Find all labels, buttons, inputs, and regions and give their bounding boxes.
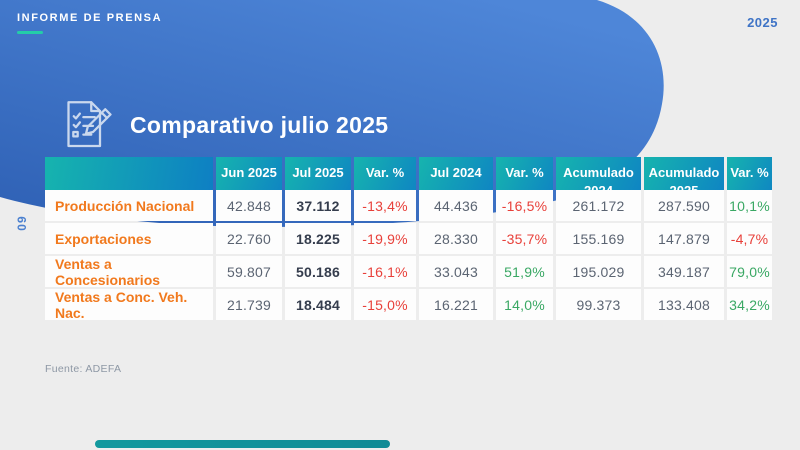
table-cell: 79,0%	[727, 256, 772, 287]
table-cell: -19,9%	[354, 223, 416, 254]
row-label: Producción Nacional	[45, 190, 213, 221]
table-cell: 59.807	[216, 256, 282, 287]
table-cell: 37.112	[285, 190, 351, 221]
row-label: Ventas a Conc. Veh. Nac.	[45, 289, 213, 321]
page-title: Comparativo julio 2025	[130, 111, 389, 138]
table-cell: 44.436	[419, 190, 493, 221]
bottom-accent-bar	[95, 440, 390, 448]
kicker-underline	[17, 31, 43, 34]
table-cell: 18.225	[285, 223, 351, 254]
table-cell: 50.186	[285, 256, 351, 287]
report-kicker: INFORME DE PRENSA	[17, 12, 163, 24]
table-cell: 18.484	[285, 289, 351, 320]
row-label: Ventas a Concesionarios	[45, 256, 213, 288]
row-label: Exportaciones	[45, 223, 213, 254]
table-cell: 28.330	[419, 223, 493, 254]
table-cell: 147.879	[644, 223, 724, 254]
table-cell: 195.029	[556, 256, 641, 287]
source-note: Fuente: ADEFA	[45, 363, 122, 375]
table-cell: -35,7%	[496, 223, 553, 254]
table-cell: 34,2%	[727, 289, 772, 320]
table-cell: -16,1%	[354, 256, 416, 287]
table-cell: -4,7%	[727, 223, 772, 254]
comparative-table: Jun 2025 Jul 2025 Var. % Jul 2024 Var. %…	[45, 157, 772, 321]
table-cell: 16.221	[419, 289, 493, 320]
page-number: 09	[15, 215, 29, 231]
table-cell: -16,5%	[496, 190, 553, 221]
table-cell: 10,1%	[727, 190, 772, 221]
table-cell: 21.739	[216, 289, 282, 320]
table-cell: -15,0%	[354, 289, 416, 320]
table-cell: 33.043	[419, 256, 493, 287]
table-cell: 287.590	[644, 190, 724, 221]
table-cell: 261.172	[556, 190, 641, 221]
table-cell: 155.169	[556, 223, 641, 254]
year-label: 2025	[747, 15, 778, 30]
table-cell: 349.187	[644, 256, 724, 287]
checklist-pencil-icon	[67, 101, 112, 148]
table-cell: 133.408	[644, 289, 724, 320]
table-cell: 42.848	[216, 190, 282, 221]
table-cell: 22.760	[216, 223, 282, 254]
table-cell: 51,9%	[496, 256, 553, 287]
table-cell: 99.373	[556, 289, 641, 320]
table-cell: 14,0%	[496, 289, 553, 320]
table-cell: -13,4%	[354, 190, 416, 221]
